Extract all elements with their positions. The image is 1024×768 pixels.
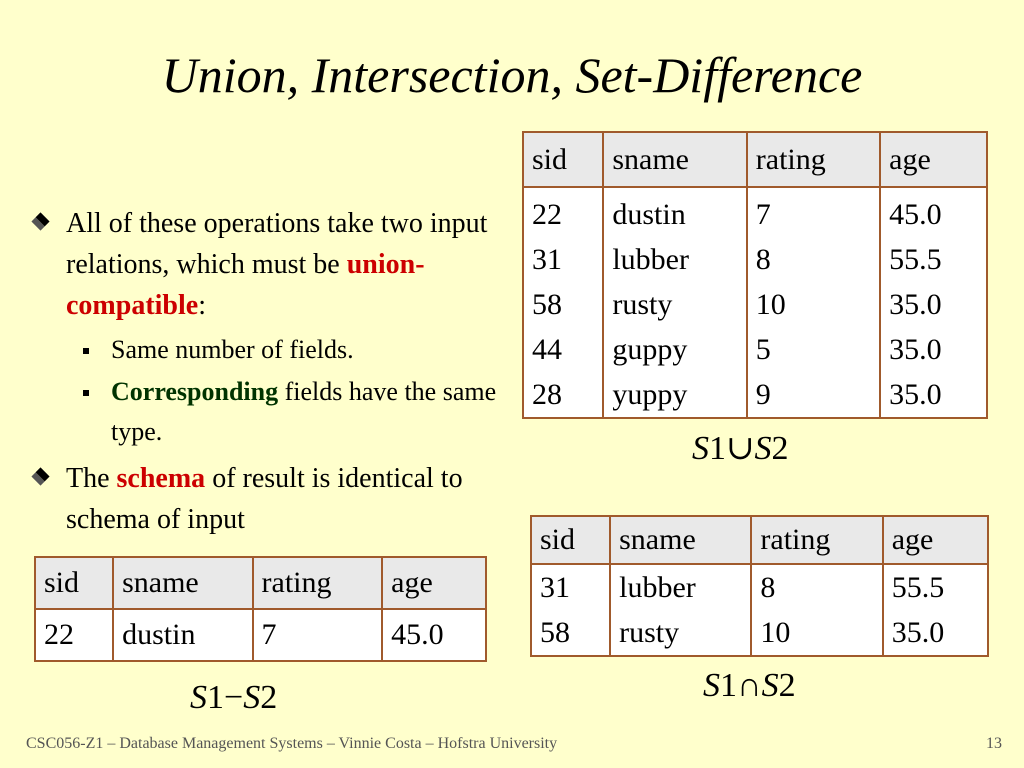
page-number: 13 [986,735,1002,752]
sub-bullet-same-number: Same number of fields. [28,330,498,370]
table-cell: dustin [122,618,196,651]
op-index: 1 [207,679,224,716]
table-cell: 7 [755,198,771,231]
slide-title: Union, Intersection, Set-Difference [161,47,863,103]
table-cell: 45.0 [391,618,444,651]
table-cell: 28 [532,378,562,411]
union-label: S1∪S2 [692,428,789,468]
bullet-text: The [66,463,117,494]
age-column: 45.0 55.5 35.0 35.0 35.0 [879,187,988,418]
union-symbol: ∪ [726,430,755,467]
minus-symbol: − [224,679,244,716]
col-header-rating: rating [251,557,384,610]
table-cell: 35.0 [889,333,942,366]
op-symbol-s: S [703,667,720,704]
op-symbol-s: S [243,679,261,716]
union-compatible-term: union-compatible [66,249,425,321]
bullet-text-tail: : [198,290,206,321]
table-cell: 55.5 [891,571,945,604]
rating-column: 7 8 10 5 9 [745,187,882,418]
table-cell: 22 [532,198,562,231]
table-cell: rusty [612,288,673,321]
bullet-schema: The schema of result is identical to sch… [28,458,498,540]
op-symbol-s: S [754,430,772,467]
difference-result-table: sid sname rating age 22 dustin 7 45.0 [33,556,487,662]
table-cell: 58 [532,288,562,321]
intersection-result-table: sid sname rating age 31 58 lubber rusty … [529,515,990,657]
table-cell: 35.0 [889,378,942,411]
table-cell: 7 [261,618,277,651]
table-cell: 31 [540,571,570,604]
square-bullet-icon [83,348,89,354]
intersection-symbol: ∩ [737,667,762,704]
op-index: 2 [771,430,789,467]
sub-bullet-text: Same number of fields. [111,335,354,364]
diamond-bullet-icon [31,212,49,230]
table-cell: 8 [755,243,771,276]
table-cell: 10 [760,616,791,649]
op-index: 1 [709,430,726,467]
col-header-age: age [381,557,487,610]
rating-column: 8 10 [750,564,884,656]
sid-column: 22 31 58 44 28 [521,187,605,418]
square-bullet-icon [83,390,89,396]
table-cell: 10 [755,288,786,321]
table-cell: 31 [532,243,562,276]
op-index: 2 [778,667,796,704]
sid-column: 31 58 [529,564,612,656]
op-symbol-s: S [692,430,709,467]
col-header-sid: sid [33,557,115,610]
schema-term: schema [116,463,206,494]
slide-footer: CSC056-Z1 – Database Management Systems … [26,735,558,752]
table-cell: 5 [755,333,771,366]
table-cell: lubber [612,243,689,276]
sub-bullet-text: fields have the same type. [111,377,497,446]
intersection-label: S1∩S2 [703,667,796,705]
table-cell: guppy [612,333,688,366]
table-cell: 35.0 [889,288,942,321]
sname-column: lubber rusty [609,564,753,656]
sub-bullet-corresponding: Corresponding fields have the same type. [28,372,498,452]
sid-column: 22 [33,609,115,661]
age-column: 45.0 [381,609,487,661]
col-header-age: age [879,132,988,188]
op-index: 1 [720,667,737,704]
col-header-age: age [881,516,990,565]
union-result-table: sid sname rating age 22 31 58 44 28 dust… [521,131,988,419]
table-cell: 8 [760,571,776,604]
table-cell: yuppy [612,378,688,411]
col-header-sname: sname [112,557,254,610]
col-header-rating: rating [750,516,884,565]
col-header-sname: sname [602,132,748,188]
col-header-rating: rating [745,132,882,188]
diamond-bullet-icon [31,467,49,485]
col-header-sid: sid [529,516,612,565]
corresponding-term: Corresponding [111,377,279,406]
bullet-list: All of these operations take two input r… [28,203,498,544]
op-symbol-s: S [761,667,779,704]
bullet-union-compatible: All of these operations take two input r… [28,203,498,326]
table-cell: 44 [532,333,562,366]
difference-label: S1−S2 [190,679,277,717]
table-cell: 58 [540,616,570,649]
col-header-sname: sname [609,516,753,565]
col-header-sid: sid [521,132,605,188]
rating-column: 7 [251,609,384,661]
table-cell: rusty [619,616,680,649]
table-cell: 9 [755,378,771,411]
table-cell: 45.0 [889,198,942,231]
op-symbol-s: S [190,679,207,716]
sname-column: dustin [112,609,254,661]
bullet-text: All of these operations take two input r… [66,208,488,280]
op-index: 2 [260,679,278,716]
age-column: 55.5 35.0 [881,564,990,656]
table-cell: 35.0 [891,616,945,649]
bullet-text-tail: of result is identical to schema of inpu… [66,463,463,535]
sname-column: dustin lubber rusty guppy yuppy [602,187,748,418]
table-cell: lubber [619,571,696,604]
table-cell: 55.5 [889,243,942,276]
table-cell: 22 [44,618,74,651]
table-cell: dustin [612,198,686,231]
